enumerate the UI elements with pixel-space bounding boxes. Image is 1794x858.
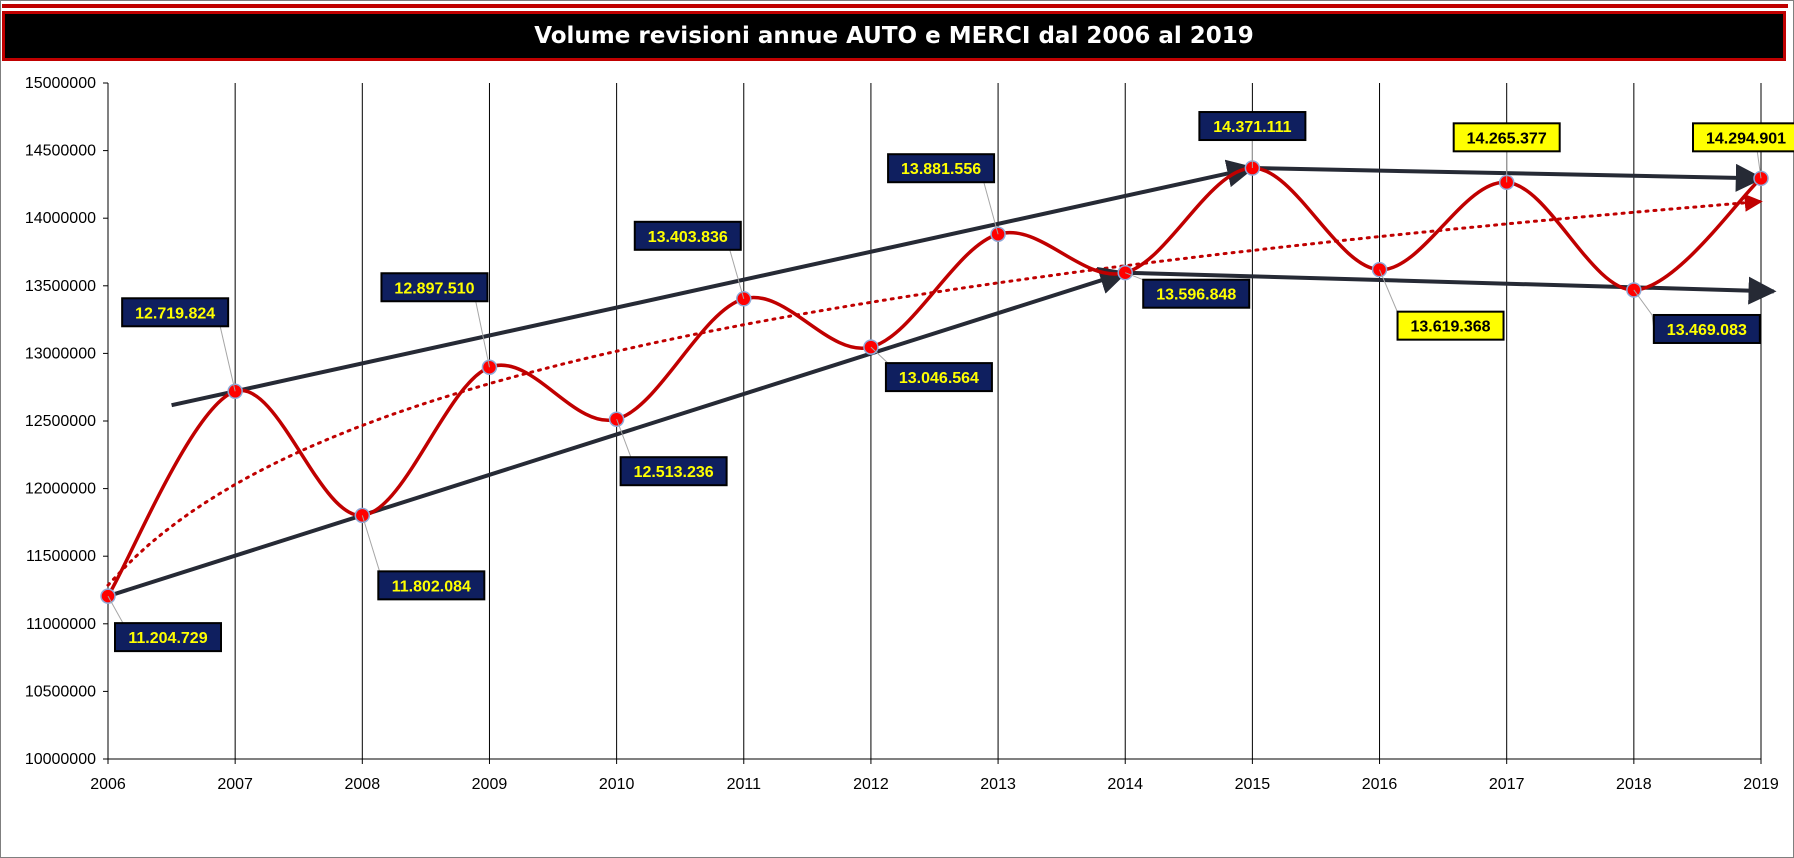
data-label-leader [1379,269,1399,326]
data-label: 12.897.510 [380,272,490,368]
data-label-text: 12.897.510 [394,280,474,297]
x-tick-label: 2016 [1362,776,1398,793]
x-tick-label: 2009 [472,776,508,793]
y-tick-label: 13000000 [25,345,96,362]
data-label-text: 12.719.824 [135,305,215,322]
data-label-text: 13.403.836 [648,229,728,246]
data-label-box [114,622,222,653]
data-label-text: 14.371.111 [1213,119,1291,136]
upper-trend-arrow [171,159,1256,408]
data-label: 13.881.556 [887,153,999,235]
y-tick-label: 14500000 [25,143,96,160]
data-label-box [377,570,486,601]
data-label-text: 13.619.368 [1410,319,1490,336]
x-tick-label: 2006 [90,776,126,793]
y-tick-label: 12000000 [25,481,96,498]
data-label-text: 13.046.564 [899,370,979,387]
y-tick-label: 10500000 [25,683,96,700]
x-tick-label: 2017 [1489,776,1525,793]
data-label: 11.204.729 [107,595,222,653]
lower-trend-arrow [107,266,1128,599]
chart-title: Volume revisioni annue AUTO e MERCI dal … [534,23,1254,49]
x-tick-label: 2011 [727,776,762,793]
x-tick-label: 2019 [1743,776,1779,793]
x-tick-label: 2008 [345,776,381,793]
x-tick-label: 2018 [1616,776,1652,793]
data-label: 13.596.848 [1125,272,1251,309]
data-label: 14.371.111 [1198,111,1307,169]
x-tick-label: 2013 [980,776,1016,793]
data-label-box [1142,278,1251,309]
data-label-box [1396,310,1505,341]
data-label: 13.619.368 [1379,269,1505,341]
x-tick-label: 2015 [1235,776,1271,793]
chart-title-bar: Volume revisioni annue AUTO e MERCI dal … [2,11,1786,61]
data-label-text: 13.469.083 [1667,322,1747,339]
data-label-text: 11.802.084 [392,578,471,595]
data-label-text: 13.596.848 [1156,287,1236,304]
data-label-text: 14.294.901 [1706,130,1786,147]
trend-lines [106,159,1777,599]
data-label: 12.719.824 [121,297,236,392]
x-tick-label: 2010 [599,776,635,793]
data-label-box [121,297,230,328]
data-label-box [1198,111,1307,142]
gridlines [234,83,1762,759]
axes: 10000000 10500000 11000000 11500000 12000000… [25,75,1779,793]
data-label: 11.802.084 [361,515,486,601]
data-label-box [1452,122,1561,153]
data-label-text: 14.265.377 [1467,130,1547,147]
data-label-box [1692,122,1794,153]
data-label: 14.265.377 [1452,122,1561,183]
y-tick-label: 15000000 [25,75,96,92]
data-label-box [887,153,996,184]
data-label-box [380,272,489,303]
y-tick-label: 13500000 [25,278,96,295]
y-tick-label: 11000000 [26,616,96,633]
data-label-leader [361,515,381,586]
data-label: 12.513.236 [616,419,728,487]
x-tick-label: 2007 [217,776,253,793]
data-label-text: 13.881.556 [901,161,981,178]
data-label-box [633,220,742,251]
x-tick-label: 2012 [853,776,889,793]
data-label-text: 12.513.236 [634,464,714,481]
y-tick-label: 11500000 [26,548,96,565]
top-accent-bar [2,4,1788,8]
trend-line [106,193,1763,587]
data-label-box [884,362,993,393]
data-label: 13.046.564 [870,346,993,393]
data-label: 13.469.083 [1633,289,1761,344]
data-label: 13.403.836 [633,220,745,299]
data-label-text: 11.204.729 [128,630,207,647]
y-tick-label: 10000000 [25,751,96,768]
data-label-box [619,456,728,487]
data-label-box [1652,313,1761,344]
data-label: 14.294.901 [1692,122,1794,179]
data-labels: 11.204.729 12.719.824 11.802.084 12.897.510… [107,111,1794,653]
y-tick-label: 12500000 [25,413,96,430]
x-tick-label: 2014 [1107,776,1143,793]
lower-plateau-arrow [1125,270,1777,305]
y-tick-label: 14000000 [25,210,96,227]
